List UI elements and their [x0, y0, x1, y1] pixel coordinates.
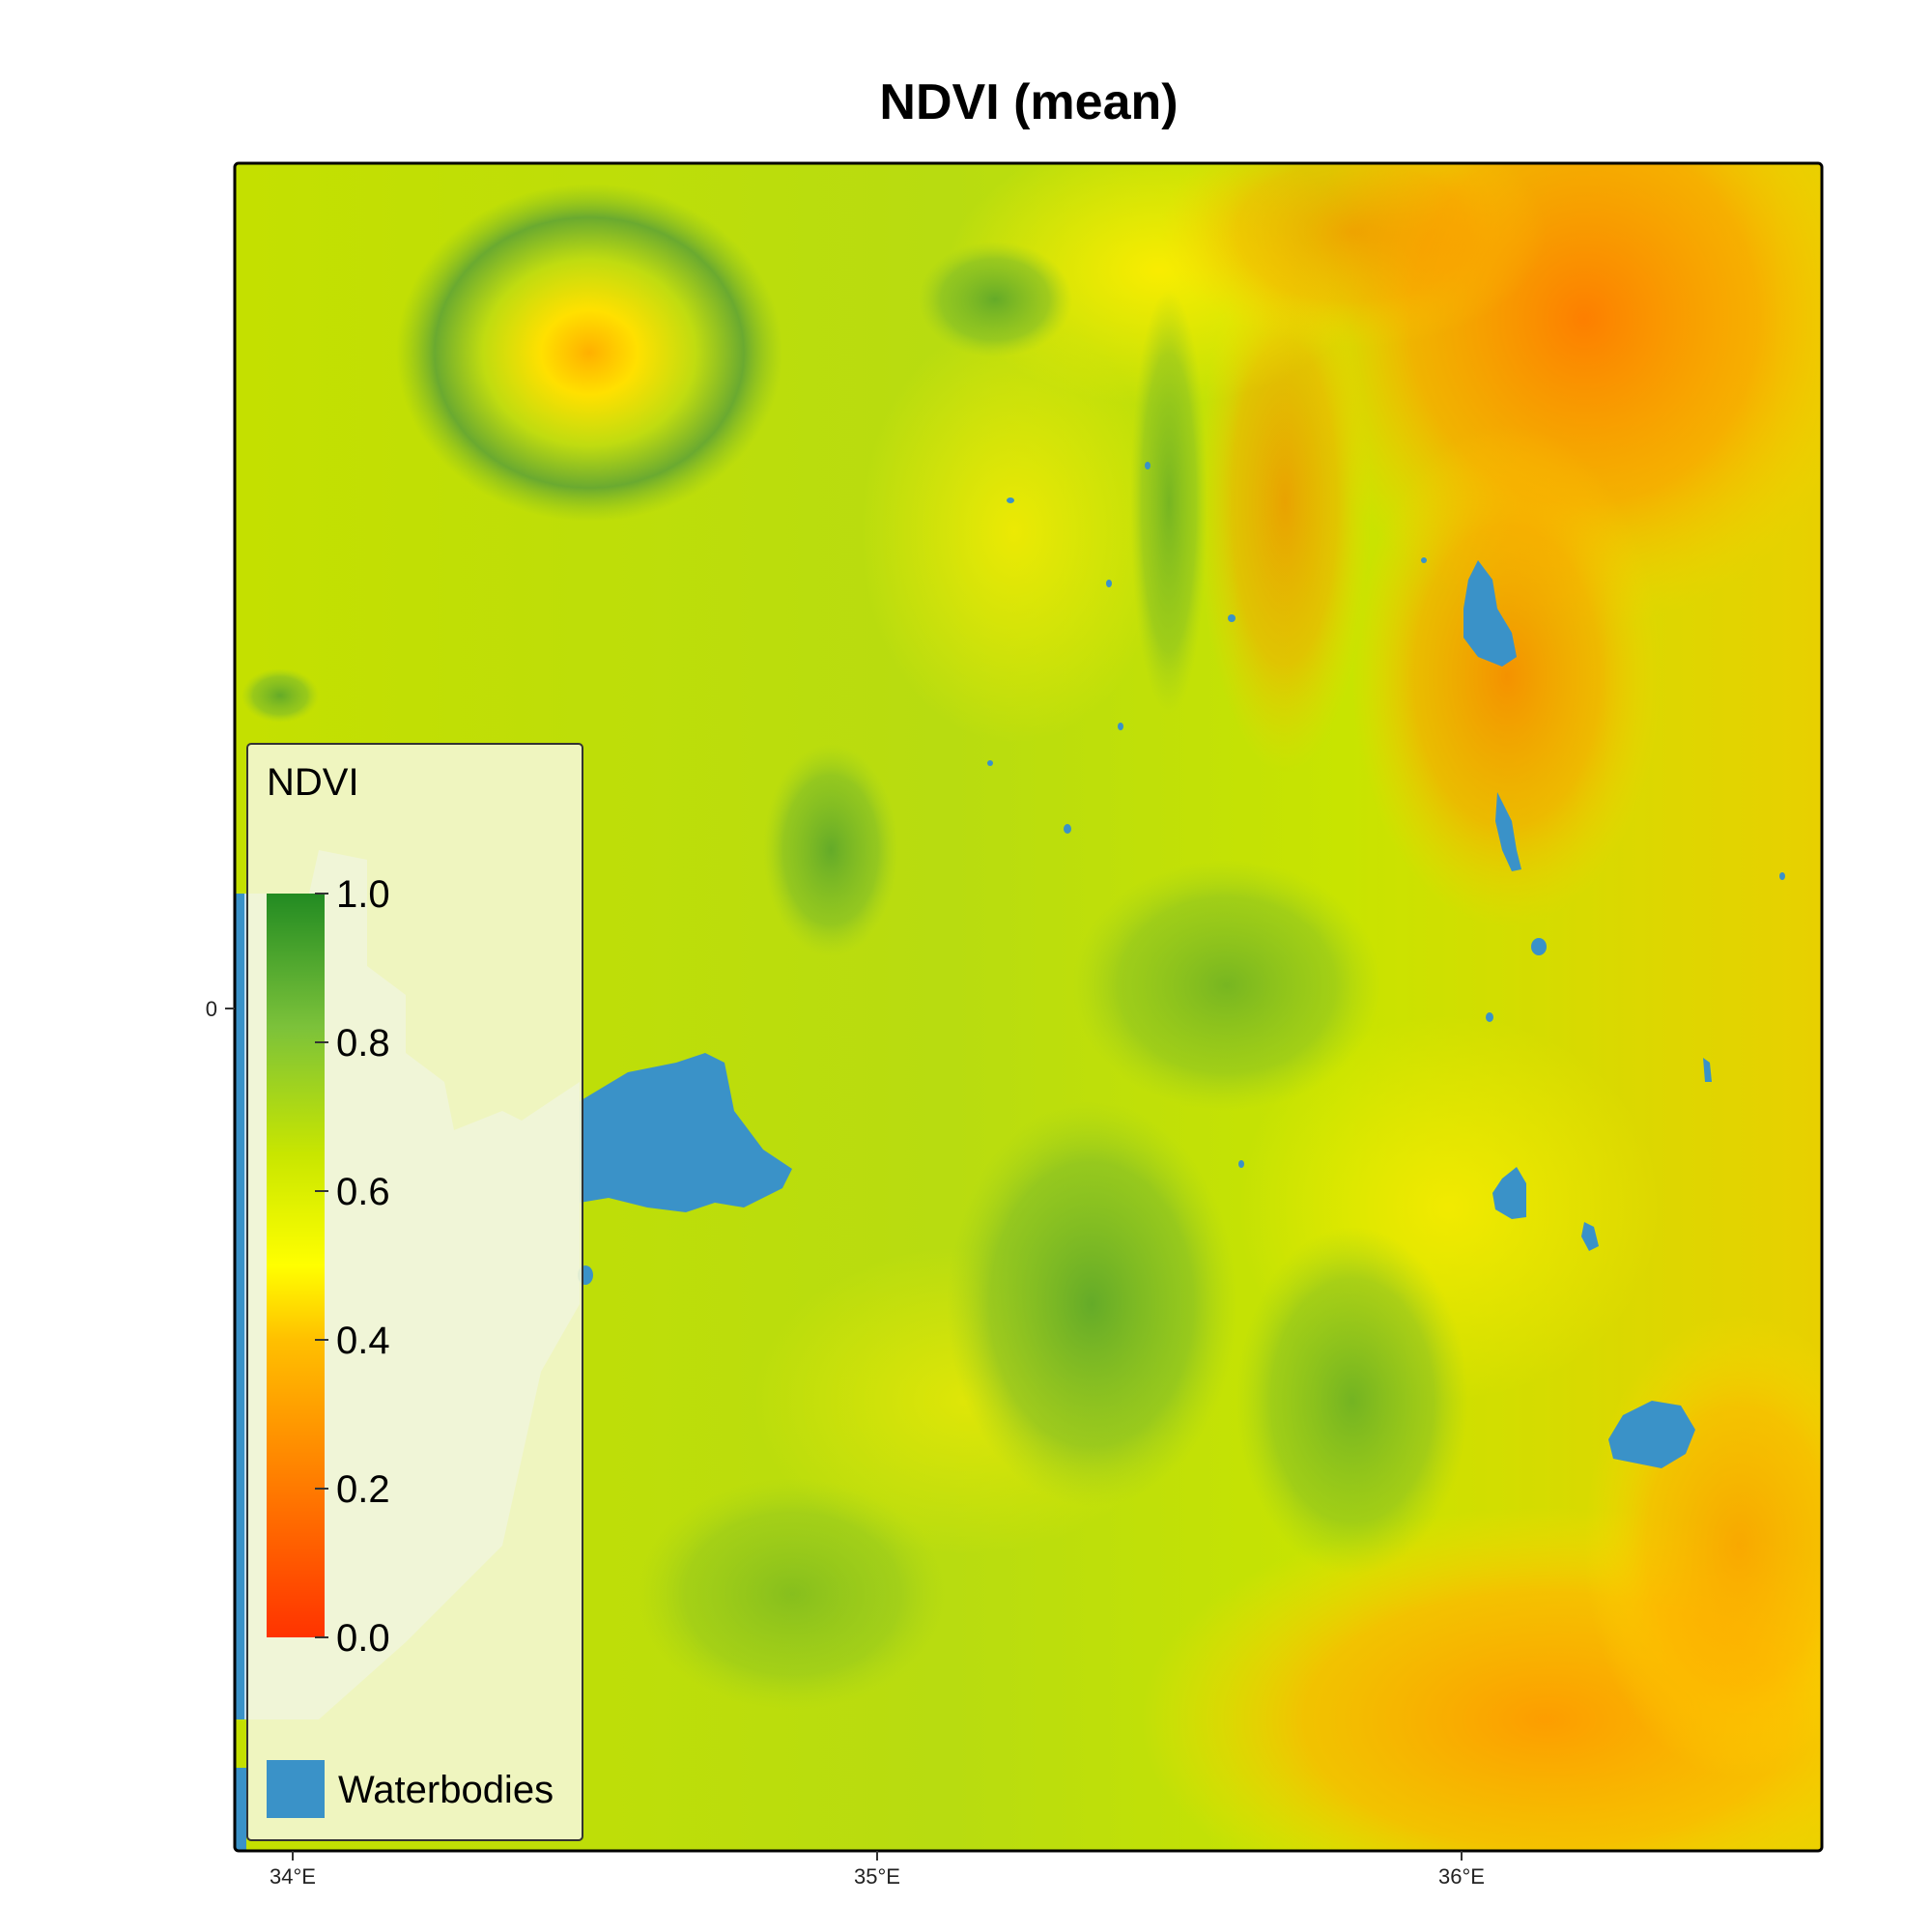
- x-tick-label: 34°E: [270, 1864, 316, 1889]
- colorbar-tick-label: 1.0: [336, 873, 390, 916]
- colorbar-tick-label: 0.8: [336, 1022, 390, 1065]
- colorbar-tick-label: 0.0: [336, 1617, 390, 1660]
- waterbodies-layer: [235, 462, 1785, 1851]
- map-frame: [233, 161, 1824, 1853]
- ndvi-raster: [235, 163, 1822, 1851]
- x-axis: 34°E 35°E 36°E: [270, 1851, 1485, 1889]
- legend-title: NDVI: [267, 761, 359, 804]
- waterbodies-label: Waterbodies: [338, 1769, 554, 1811]
- legend: NDVI 0.0 0.2 0.4 0.6 0.8 1.0 Waterbodies: [246, 743, 583, 1841]
- colorbar-tick-label: 0.4: [336, 1320, 390, 1362]
- legend-box: [246, 743, 583, 1841]
- x-tick-label: 35°E: [854, 1864, 900, 1889]
- ndvi-colorbar: [267, 894, 325, 1637]
- waterbodies-swatch: [267, 1760, 325, 1818]
- y-tick-label: 0: [206, 997, 217, 1021]
- x-tick-label: 36°E: [1438, 1864, 1485, 1889]
- map-title: NDVI (mean): [879, 74, 1178, 130]
- colorbar-tick-label: 0.6: [336, 1171, 390, 1213]
- colorbar-ticks: 0.0 0.2 0.4 0.6 0.8 1.0: [315, 873, 390, 1660]
- colorbar-tick-label: 0.2: [336, 1468, 390, 1511]
- y-axis: 0: [206, 997, 235, 1021]
